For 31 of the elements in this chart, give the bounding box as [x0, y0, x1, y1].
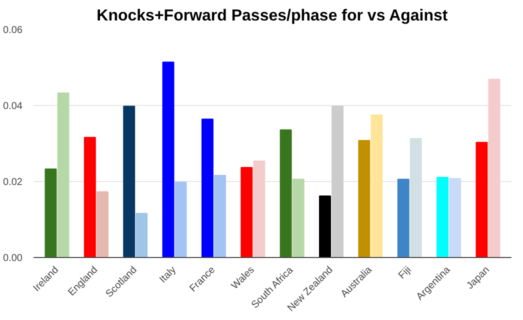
bar — [240, 166, 253, 258]
bar — [44, 168, 57, 258]
x-tick-label: Italy — [158, 264, 178, 286]
bar — [253, 160, 266, 258]
bar — [162, 62, 174, 258]
bar — [292, 178, 304, 258]
y-tick-label: 0.02 — [3, 177, 23, 188]
bar — [397, 178, 410, 258]
bar — [57, 92, 70, 258]
bar — [488, 78, 500, 258]
bar — [96, 191, 108, 258]
y-tick-label: 0.00 — [3, 253, 23, 264]
y-tick-label: 0.04 — [3, 101, 23, 112]
x-tick-label: Fiji — [396, 264, 414, 282]
bar — [410, 138, 422, 258]
bar — [201, 118, 214, 258]
chart-title: Knocks+Forward Passes/phase for vs Against — [96, 8, 448, 24]
bar — [214, 174, 226, 258]
bar — [136, 212, 148, 258]
bar — [280, 129, 292, 258]
bar — [370, 114, 383, 258]
bar — [84, 136, 96, 258]
bar — [319, 195, 331, 258]
bar — [358, 140, 370, 258]
bar — [436, 176, 449, 258]
bar — [123, 106, 136, 258]
bar — [332, 106, 344, 258]
bar — [174, 182, 187, 258]
bar — [476, 142, 488, 258]
y-tick-label: 0.06 — [3, 25, 23, 36]
bar — [449, 178, 462, 258]
